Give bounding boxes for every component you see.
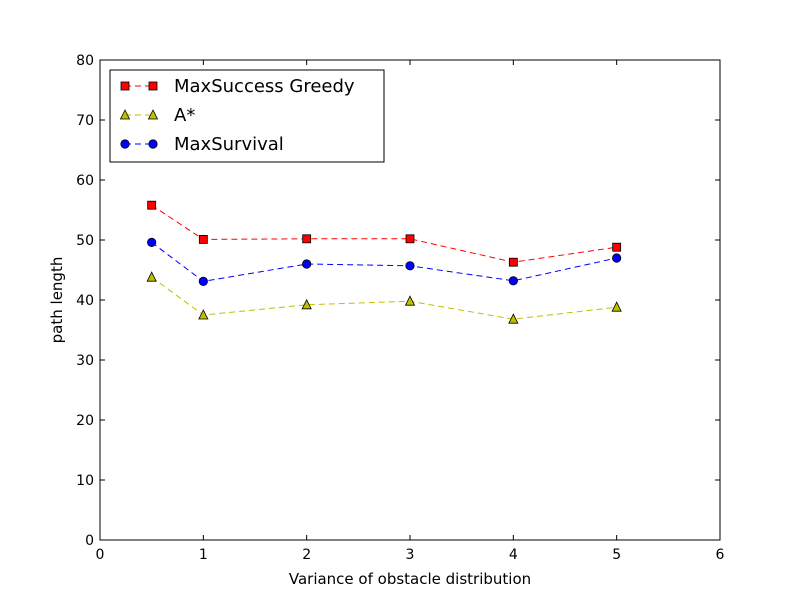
y-tick-label: 70: [76, 113, 94, 129]
y-axis-label: path length: [48, 257, 66, 344]
data-point: [508, 276, 518, 286]
series-line: [151, 204, 617, 263]
legend-label: MaxSuccess Greedy: [174, 76, 355, 97]
x-tick-label: 0: [96, 547, 105, 563]
legend-label: MaxSurvival: [174, 134, 284, 155]
legend-label: A*: [174, 105, 195, 126]
data-point: [611, 301, 622, 312]
legend-marker: [119, 109, 131, 120]
data-point: [404, 295, 416, 306]
legend-marker: [147, 109, 159, 120]
y-tick-label: 60: [76, 173, 94, 189]
x-tick-label: 4: [509, 547, 518, 563]
legend-entry: MaxSurvival: [120, 134, 284, 155]
legend-entry: MaxSuccess Greedy: [120, 76, 355, 97]
data-point: [147, 237, 157, 247]
legend-marker: [148, 139, 158, 149]
y-tick-label: 0: [85, 533, 94, 549]
legend-marker: [120, 139, 130, 149]
x-tick-label: 5: [612, 547, 621, 563]
x-axis-label: Variance of obstacle distribution: [289, 570, 531, 588]
data-point: [146, 271, 157, 282]
series-layer: [146, 200, 622, 324]
y-tick-label: 20: [76, 413, 94, 429]
series-line: [151, 276, 617, 320]
series-1: [146, 271, 622, 324]
legend-marker: [148, 81, 158, 91]
y-tick-label: 30: [76, 353, 94, 369]
series-0: [147, 200, 622, 267]
data-point: [612, 253, 622, 263]
legend-entry: A*: [119, 105, 195, 126]
series-line: [151, 242, 617, 282]
data-point: [508, 313, 519, 324]
x-tick-label: 6: [716, 547, 725, 563]
data-point: [612, 242, 622, 252]
data-point: [508, 257, 518, 267]
y-tick-label: 10: [76, 473, 94, 489]
legend: MaxSuccess Greedy A* MaxSurvival: [109, 69, 385, 163]
x-tick-label: 3: [406, 547, 415, 563]
data-point: [198, 234, 208, 244]
legend-marker: [120, 81, 130, 91]
data-point: [302, 259, 312, 269]
data-point: [198, 309, 209, 320]
data-point: [405, 261, 415, 271]
data-point: [198, 276, 208, 286]
y-tick-label: 50: [76, 233, 94, 249]
data-point: [302, 234, 312, 244]
series-2: [147, 237, 622, 286]
y-tick-label: 40: [76, 293, 94, 309]
x-tick-label: 2: [302, 547, 311, 563]
data-point: [405, 234, 415, 244]
data-point: [301, 298, 312, 310]
data-point: [147, 200, 157, 210]
y-tick-label: 80: [76, 53, 94, 69]
x-tick-label: 1: [199, 547, 208, 563]
